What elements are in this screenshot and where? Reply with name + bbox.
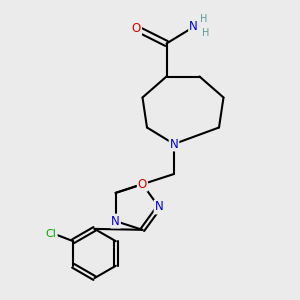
Text: O: O	[132, 22, 141, 35]
Text: H: H	[202, 28, 210, 38]
Text: N: N	[111, 214, 120, 228]
Text: Cl: Cl	[46, 229, 57, 239]
Text: N: N	[154, 200, 164, 214]
Text: H: H	[200, 14, 208, 24]
Text: N: N	[189, 20, 198, 34]
Text: N: N	[169, 137, 178, 151]
Text: O: O	[138, 178, 147, 191]
